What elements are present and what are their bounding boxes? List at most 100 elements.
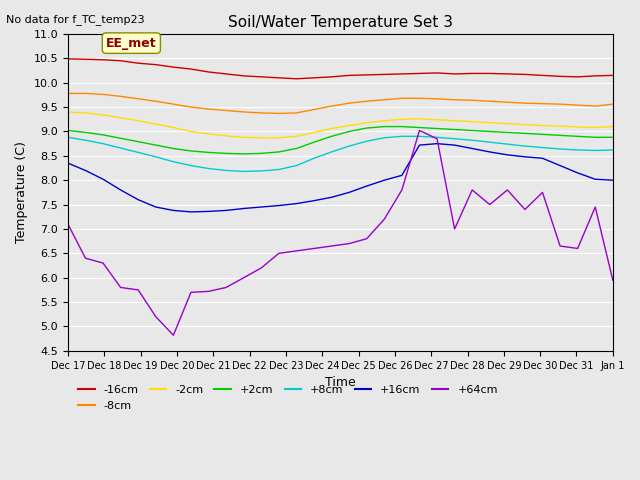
+16cm <box>451 142 458 148</box>
-2cm <box>257 135 265 141</box>
+8cm <box>82 137 90 143</box>
-2cm <box>116 115 124 120</box>
+64cm <box>346 240 353 246</box>
+16cm <box>574 170 582 176</box>
+8cm <box>134 150 142 156</box>
+64cm <box>398 187 406 193</box>
-2cm <box>82 110 90 116</box>
-8cm <box>64 91 72 96</box>
-8cm <box>328 103 335 109</box>
+64cm <box>310 246 318 252</box>
-16cm <box>64 56 72 62</box>
+64cm <box>363 236 371 241</box>
-8cm <box>539 101 547 107</box>
-2cm <box>99 112 107 118</box>
+2cm <box>222 151 230 156</box>
-16cm <box>609 72 617 78</box>
-2cm <box>609 124 617 130</box>
-2cm <box>64 109 72 115</box>
-16cm <box>134 60 142 66</box>
-8cm <box>310 107 318 112</box>
+8cm <box>152 154 159 160</box>
Line: -8cm: -8cm <box>68 94 613 113</box>
+2cm <box>504 130 511 135</box>
-2cm <box>574 124 582 130</box>
+64cm <box>609 277 617 283</box>
+8cm <box>521 143 529 149</box>
+2cm <box>99 132 107 138</box>
+64cm <box>240 275 248 281</box>
+2cm <box>152 142 159 148</box>
-16cm <box>222 71 230 77</box>
+16cm <box>82 168 90 173</box>
+16cm <box>134 197 142 203</box>
-2cm <box>292 133 300 139</box>
+64cm <box>451 226 458 232</box>
-8cm <box>609 101 617 107</box>
+8cm <box>170 159 177 165</box>
-2cm <box>539 123 547 129</box>
+16cm <box>521 154 529 160</box>
Line: -16cm: -16cm <box>68 59 613 79</box>
+8cm <box>556 146 564 152</box>
-8cm <box>82 91 90 96</box>
+8cm <box>346 143 353 149</box>
+2cm <box>275 149 283 155</box>
+2cm <box>346 129 353 134</box>
-8cm <box>574 102 582 108</box>
-2cm <box>152 121 159 127</box>
+64cm <box>591 204 599 210</box>
-16cm <box>275 75 283 81</box>
+2cm <box>521 131 529 136</box>
-8cm <box>380 97 388 103</box>
+2cm <box>240 151 248 157</box>
Line: +2cm: +2cm <box>68 127 613 154</box>
+8cm <box>504 141 511 147</box>
-8cm <box>116 94 124 99</box>
+2cm <box>205 150 212 156</box>
+16cm <box>116 187 124 193</box>
+16cm <box>257 204 265 210</box>
-2cm <box>486 120 493 126</box>
Line: +16cm: +16cm <box>68 144 613 212</box>
-16cm <box>363 72 371 78</box>
-16cm <box>310 75 318 81</box>
-16cm <box>205 69 212 75</box>
+16cm <box>433 141 441 146</box>
-8cm <box>222 108 230 113</box>
+16cm <box>415 142 423 148</box>
-8cm <box>187 104 195 110</box>
+16cm <box>99 176 107 182</box>
+2cm <box>609 134 617 140</box>
+8cm <box>451 136 458 142</box>
-16cm <box>116 58 124 64</box>
+64cm <box>292 248 300 254</box>
-2cm <box>591 125 599 131</box>
+64cm <box>134 287 142 293</box>
+2cm <box>539 132 547 137</box>
Title: Soil/Water Temperature Set 3: Soil/Water Temperature Set 3 <box>228 15 453 30</box>
+64cm <box>328 243 335 249</box>
+2cm <box>187 148 195 154</box>
+8cm <box>328 149 335 155</box>
-2cm <box>328 126 335 132</box>
+2cm <box>257 151 265 156</box>
+16cm <box>292 201 300 206</box>
+2cm <box>310 139 318 145</box>
+16cm <box>486 149 493 155</box>
+16cm <box>170 207 177 213</box>
+8cm <box>222 168 230 173</box>
-16cm <box>574 74 582 80</box>
+8cm <box>275 167 283 172</box>
-16cm <box>398 71 406 77</box>
+16cm <box>539 156 547 161</box>
Legend: -16cm, -8cm, -2cm, +2cm, +8cm, +16cm, +64cm: -16cm, -8cm, -2cm, +2cm, +8cm, +16cm, +6… <box>74 381 502 415</box>
-16cm <box>257 74 265 80</box>
+64cm <box>99 260 107 266</box>
-2cm <box>433 117 441 122</box>
+2cm <box>380 124 388 130</box>
+8cm <box>574 147 582 153</box>
-8cm <box>415 96 423 101</box>
-2cm <box>222 133 230 139</box>
+64cm <box>380 216 388 222</box>
